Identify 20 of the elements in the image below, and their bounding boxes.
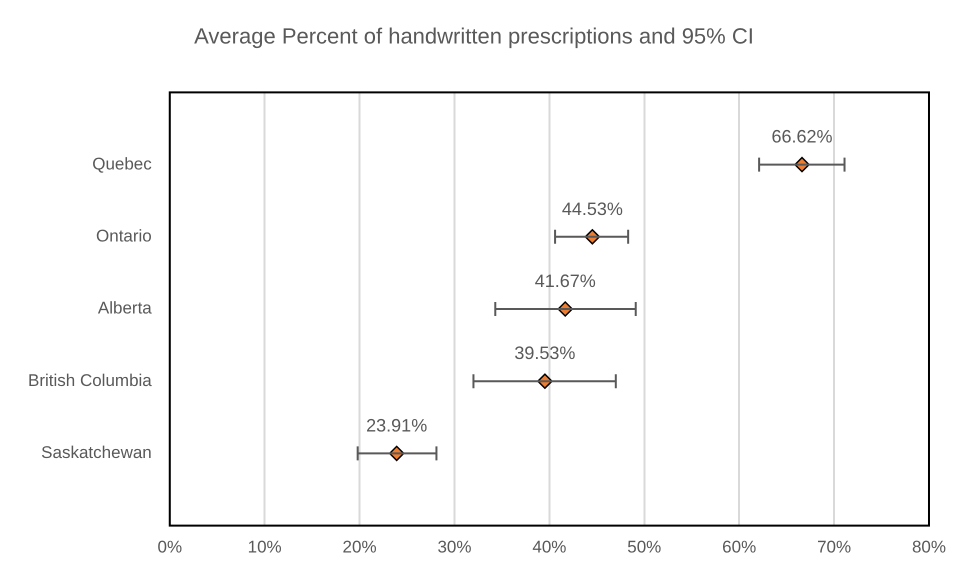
chart-title: Average Percent of handwritten prescriptions and 95% CI xyxy=(194,23,754,48)
y-tick-label: Alberta xyxy=(98,298,152,318)
x-tick-label: 70% xyxy=(817,537,852,556)
y-tick-label: British Columbia xyxy=(28,370,152,390)
x-tick-label: 80% xyxy=(912,537,946,556)
y-tick-label: Saskatchewan xyxy=(41,443,152,462)
x-tick-label: 60% xyxy=(722,537,756,556)
x-tick-label: 30% xyxy=(437,537,472,556)
y-tick-label: Quebec xyxy=(92,154,152,174)
x-tick-label: 40% xyxy=(532,537,566,556)
data-label: 44.53% xyxy=(562,198,623,219)
data-label: 23.91% xyxy=(366,415,428,436)
x-tick-label: 10% xyxy=(248,537,282,556)
x-tick-label: 50% xyxy=(627,537,662,556)
data-label: 66.62% xyxy=(771,126,833,147)
data-label: 41.67% xyxy=(534,270,596,291)
x-tick-label: 20% xyxy=(342,537,377,556)
data-label: 39.53% xyxy=(514,343,576,364)
x-tick-label: 0% xyxy=(157,537,182,556)
y-tick-label: Ontario xyxy=(96,226,152,246)
